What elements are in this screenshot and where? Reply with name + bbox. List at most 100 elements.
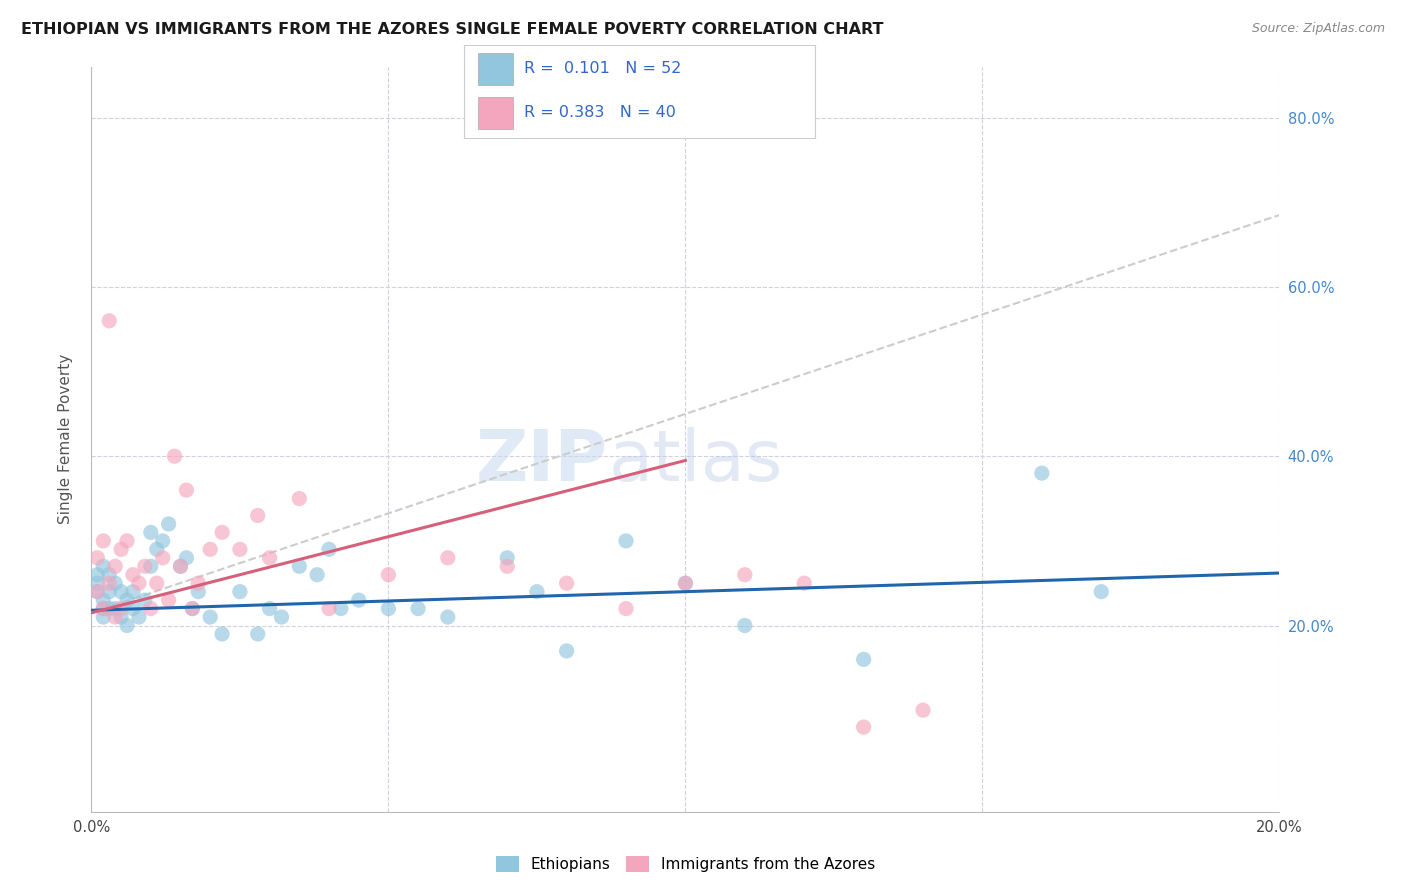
Point xyxy=(128,576,150,591)
Point xyxy=(852,652,875,666)
Point xyxy=(1031,466,1053,480)
Point xyxy=(187,576,209,591)
Point xyxy=(157,593,180,607)
Point xyxy=(110,601,132,615)
Point xyxy=(169,559,191,574)
Point xyxy=(187,584,209,599)
Text: ZIP: ZIP xyxy=(477,427,609,496)
Text: R =  0.101   N = 52: R = 0.101 N = 52 xyxy=(524,62,681,77)
Point xyxy=(246,508,269,523)
Point xyxy=(110,542,132,557)
Bar xyxy=(478,97,513,129)
Point xyxy=(377,601,399,615)
Point xyxy=(98,584,121,599)
Point xyxy=(200,542,222,557)
Point xyxy=(115,593,138,607)
Point xyxy=(246,627,269,641)
Point xyxy=(157,516,180,531)
Point xyxy=(406,601,429,615)
Point xyxy=(86,584,108,599)
Text: atlas: atlas xyxy=(609,427,783,496)
Point xyxy=(91,533,114,548)
Point xyxy=(98,567,121,582)
Point xyxy=(98,601,121,615)
Point xyxy=(318,601,340,615)
Point xyxy=(329,601,352,615)
Point xyxy=(145,542,167,557)
Point xyxy=(211,525,233,540)
Point xyxy=(229,584,252,599)
Point xyxy=(152,533,174,548)
Point xyxy=(152,550,174,565)
Point xyxy=(555,644,578,658)
Point xyxy=(145,576,167,591)
Point xyxy=(115,533,138,548)
Point xyxy=(122,601,145,615)
Point xyxy=(229,542,252,557)
Point xyxy=(86,550,108,565)
Point xyxy=(134,559,156,574)
Point xyxy=(98,576,121,591)
Point xyxy=(673,576,696,591)
Point xyxy=(614,601,637,615)
Point xyxy=(614,533,637,548)
Point xyxy=(128,610,150,624)
Point xyxy=(181,601,204,615)
Text: R = 0.383   N = 40: R = 0.383 N = 40 xyxy=(524,105,676,120)
Point xyxy=(496,559,519,574)
Point xyxy=(211,627,233,641)
Point xyxy=(259,601,281,615)
Point xyxy=(86,567,108,582)
Point xyxy=(200,610,222,624)
Text: Source: ZipAtlas.com: Source: ZipAtlas.com xyxy=(1251,22,1385,36)
Point xyxy=(139,601,162,615)
Point xyxy=(734,567,756,582)
Point xyxy=(911,703,934,717)
Point xyxy=(176,550,198,565)
Point xyxy=(134,593,156,607)
Point xyxy=(104,576,127,591)
Bar xyxy=(478,53,513,85)
Point xyxy=(91,593,114,607)
Point xyxy=(555,576,578,591)
Point xyxy=(734,618,756,632)
Point xyxy=(104,601,127,615)
Point xyxy=(91,559,114,574)
Point xyxy=(91,610,114,624)
Point xyxy=(181,601,204,615)
Point xyxy=(163,449,186,463)
Point xyxy=(377,567,399,582)
Point xyxy=(110,584,132,599)
Point xyxy=(288,559,311,574)
Point xyxy=(259,550,281,565)
Point xyxy=(169,559,191,574)
Point xyxy=(307,567,329,582)
Point xyxy=(115,618,138,632)
Point xyxy=(852,720,875,734)
Point xyxy=(122,567,145,582)
Point xyxy=(176,483,198,497)
Point xyxy=(98,314,121,328)
Point xyxy=(673,576,696,591)
Point xyxy=(436,610,458,624)
Point xyxy=(318,542,340,557)
Point xyxy=(496,550,519,565)
Point xyxy=(139,559,162,574)
Point xyxy=(526,584,548,599)
Y-axis label: Single Female Poverty: Single Female Poverty xyxy=(58,354,73,524)
Point xyxy=(436,550,458,565)
Text: ETHIOPIAN VS IMMIGRANTS FROM THE AZORES SINGLE FEMALE POVERTY CORRELATION CHART: ETHIOPIAN VS IMMIGRANTS FROM THE AZORES … xyxy=(21,22,883,37)
Point xyxy=(104,610,127,624)
Point xyxy=(1090,584,1112,599)
Point xyxy=(122,584,145,599)
Point xyxy=(110,610,132,624)
Point xyxy=(270,610,292,624)
Legend: Ethiopians, Immigrants from the Azores: Ethiopians, Immigrants from the Azores xyxy=(489,850,882,879)
Point xyxy=(91,601,114,615)
Point xyxy=(104,559,127,574)
Point xyxy=(86,576,108,591)
Point xyxy=(86,584,108,599)
Point xyxy=(91,601,114,615)
Point xyxy=(139,525,162,540)
Point xyxy=(347,593,370,607)
